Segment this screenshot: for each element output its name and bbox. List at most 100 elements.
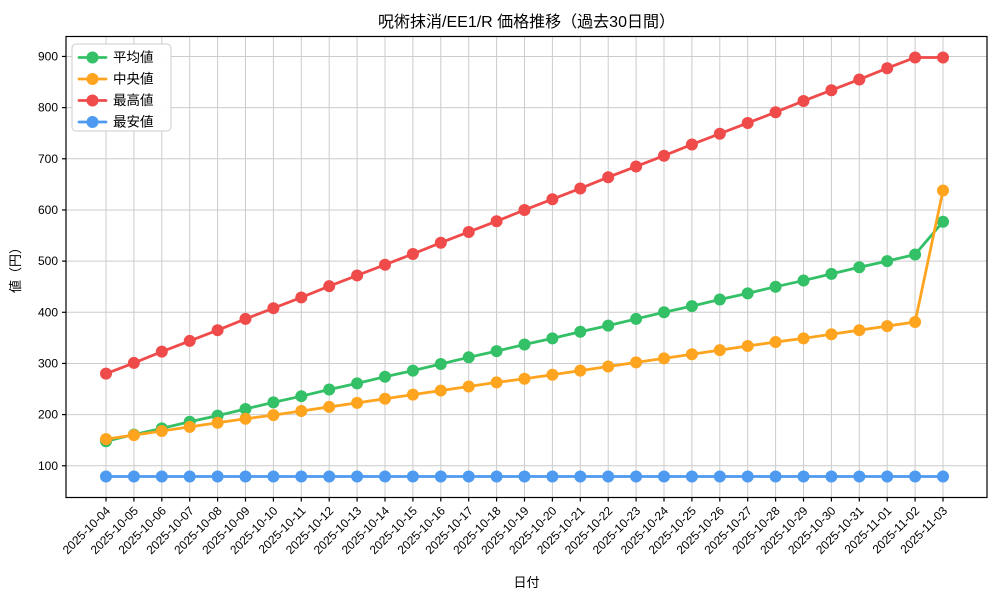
series-avg-point	[490, 345, 503, 358]
series-median-point	[155, 424, 168, 437]
series-avg-point	[518, 338, 531, 351]
series-min-point	[211, 470, 224, 483]
series-min-point	[602, 470, 615, 483]
series-min-point	[853, 470, 866, 483]
series-min-point	[267, 470, 280, 483]
series-max-point	[518, 203, 531, 216]
series-max-point	[909, 51, 922, 64]
series-avg-point	[323, 383, 336, 396]
series-max-point	[546, 193, 559, 206]
series-avg-point	[351, 377, 364, 390]
series-min-point	[127, 470, 140, 483]
series-avg-point	[379, 370, 391, 383]
series-median-point	[825, 328, 838, 341]
series-avg-point	[881, 255, 894, 268]
legend-box	[71, 43, 172, 132]
series-max-point	[713, 127, 726, 140]
series-avg-point	[602, 319, 615, 332]
legend-item-avg: 平均値	[77, 50, 154, 65]
series-max-point	[239, 312, 252, 325]
series-median-point	[937, 184, 949, 197]
series-min-point	[379, 470, 391, 483]
series-max-point	[183, 334, 196, 347]
series-median-point	[239, 412, 252, 425]
series-avg-point	[574, 325, 587, 338]
legend-label-avg: 平均値	[113, 50, 154, 65]
series-max-point	[797, 94, 810, 107]
series-avg-point	[741, 287, 754, 300]
series-median-point	[630, 356, 643, 369]
chart-title: 呪術抹消/EE1/R 価格推移（過去30日間）	[378, 13, 675, 31]
series-avg-point	[937, 215, 949, 228]
series-max-point	[267, 302, 280, 315]
series-max-point	[658, 149, 670, 162]
series-min-point	[713, 470, 726, 483]
series-min-point	[351, 470, 364, 483]
series-min-point	[685, 470, 698, 483]
series-min-point	[183, 470, 196, 483]
series-max-point	[295, 291, 308, 304]
series-avg-point	[462, 351, 475, 364]
series-max-point	[853, 73, 866, 86]
series-avg-point	[267, 396, 280, 409]
series-avg-point	[658, 306, 670, 319]
legend-marker-dot-median	[86, 73, 99, 85]
y-tick-label: 700	[38, 152, 58, 166]
series-max-point	[434, 236, 447, 249]
series-min-point	[881, 470, 894, 483]
legend-marker-dot-max	[86, 94, 99, 107]
series-min-point	[741, 470, 754, 483]
y-tick-label: 100	[38, 459, 58, 473]
y-tick-label: 300	[38, 356, 58, 370]
series-max-point	[825, 84, 838, 97]
series-min-point	[295, 470, 308, 483]
legend-marker-dot-avg	[86, 51, 99, 64]
series-min-point	[546, 470, 559, 483]
series-median-point	[127, 429, 140, 442]
series-median-point	[490, 376, 503, 389]
series-max-point	[211, 324, 224, 337]
series-avg-point	[825, 267, 838, 280]
series-min-point	[406, 470, 419, 483]
series-max-point	[351, 269, 364, 282]
series-min-point	[769, 470, 782, 483]
series-median-point	[881, 320, 894, 333]
series-max-point	[630, 160, 643, 173]
series-max-point	[881, 62, 894, 75]
series-min-point	[239, 470, 252, 483]
y-tick-label: 400	[38, 305, 58, 319]
series-min-point	[434, 470, 447, 483]
y-tick-label: 500	[38, 254, 58, 268]
plot-border	[65, 35, 988, 499]
legend-item-max: 最高値	[77, 92, 154, 108]
series-max-point	[741, 116, 754, 129]
series-median-point	[211, 416, 224, 429]
series-min-point	[323, 470, 336, 483]
series-max-point	[100, 367, 112, 380]
series-avg-point	[546, 332, 559, 345]
legend-label-max: 最高値	[113, 92, 154, 108]
legend-item-median: 中央値	[77, 72, 154, 87]
series-median-point	[183, 420, 196, 433]
series-max-point	[602, 171, 615, 184]
series-avg-point	[630, 312, 643, 325]
series-min-point	[100, 470, 112, 483]
series-median-point	[406, 388, 419, 401]
series-median-point	[602, 360, 615, 373]
series-avg-point	[295, 390, 308, 403]
legend-label-min: 最安値	[113, 115, 154, 130]
series-min-point	[825, 470, 838, 483]
series-median-point	[267, 409, 280, 422]
series-avg-point	[434, 357, 447, 370]
series-avg-point	[713, 293, 726, 306]
series-max-point	[769, 106, 782, 119]
series-median-point	[685, 348, 698, 361]
series-max-point	[406, 247, 419, 260]
series-avg-point	[797, 274, 810, 287]
series-avg-point	[909, 248, 922, 261]
y-tick-label: 800	[38, 101, 58, 115]
series-min-point	[490, 470, 503, 483]
series-min-point	[937, 470, 949, 483]
